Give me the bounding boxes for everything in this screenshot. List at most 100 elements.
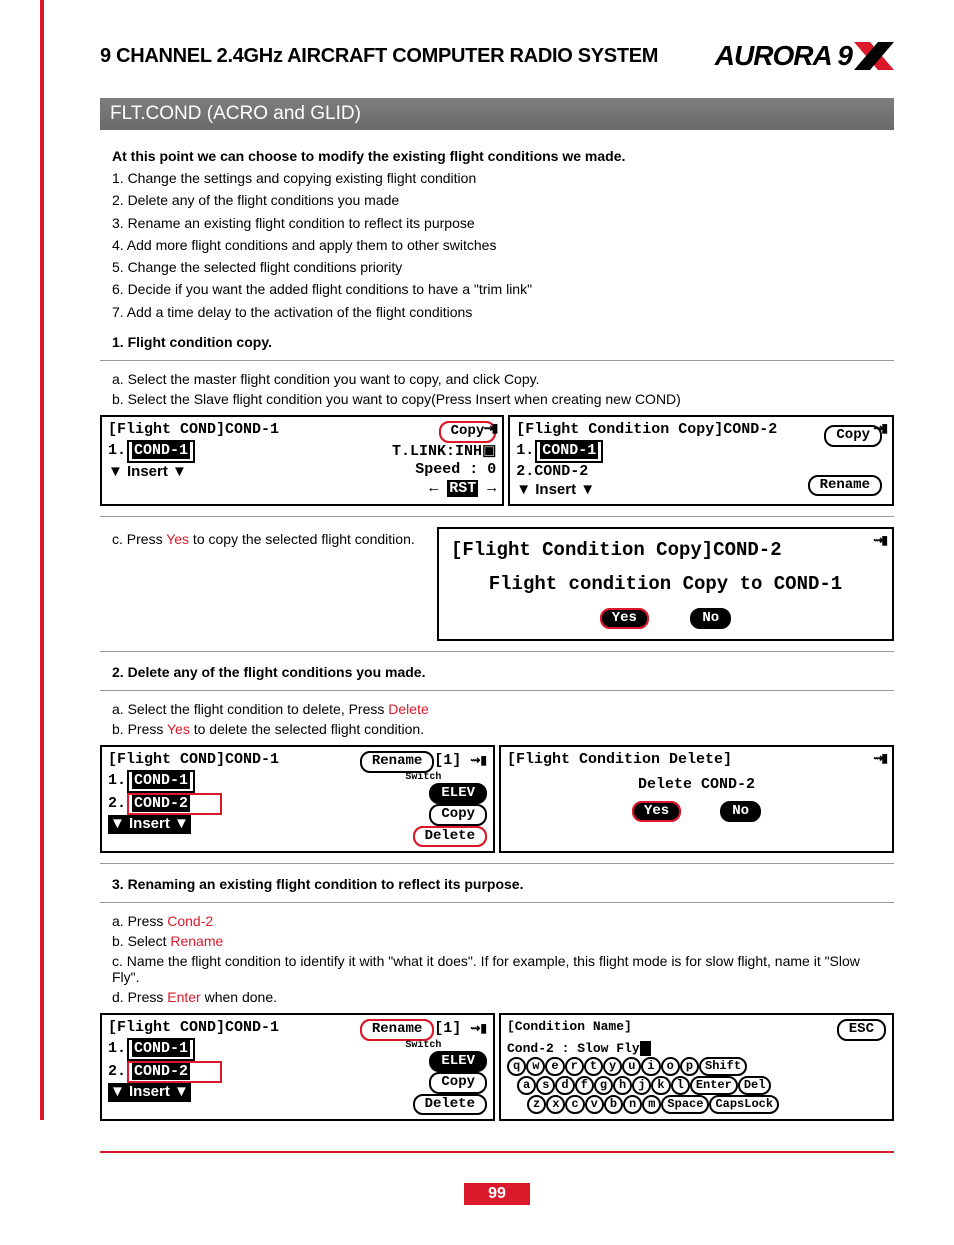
list-item: 7. Add a time delay to the activation of… [112,302,882,322]
keyboard-key[interactable]: q [507,1057,526,1076]
lcd-screen: ⇝▮ [Flight Condition Delete] Delete COND… [499,745,894,853]
keyboard-key[interactable]: b [604,1095,623,1114]
step2-b-red: Yes [167,721,190,737]
tlink-value: T.LINK:INH▣ [392,443,496,460]
rename-button[interactable]: Rename [360,1019,434,1041]
keyboard-key[interactable]: s [536,1076,555,1095]
step1-a: a. Select the master flight condition yo… [112,371,882,387]
brand-logo: AURORA 9 [715,40,894,72]
keyboard-key[interactable]: k [651,1076,670,1095]
keyboard-key[interactable]: g [594,1076,613,1095]
list-item: 2. Delete any of the flight conditions y… [112,190,882,210]
rst-row: ← RST → [429,480,496,497]
lcd-screen: [Flight COND]COND-1 1.COND-1 2.COND-2 ▼ … [100,1013,495,1121]
elev-button[interactable]: ELEV [429,783,487,805]
divider [100,360,894,361]
rename-button[interactable]: Rename [808,475,882,497]
cond-selected: COND-1 [535,440,603,463]
divider [100,863,894,864]
list-item: 1. Change the settings and copying exist… [112,168,882,188]
insert-row: ▼ Insert ▼ [108,815,191,834]
no-button[interactable]: No [690,608,731,630]
keyboard-key[interactable]: i [641,1057,660,1076]
step3-b-pre: b. Select [112,933,170,949]
back-icon: ⇝▮ [873,751,886,766]
keyboard-key[interactable]: y [603,1057,622,1076]
copy-button[interactable]: Copy [429,804,487,826]
page-number: 99 [464,1183,530,1205]
lcd-keyboard-screen: [Condition Name] ESC Cond-2 : Slow Fly q… [499,1013,894,1121]
step2-b-pre: b. Press [112,721,167,737]
keyboard-key-enter[interactable]: Enter [690,1076,738,1095]
yes-button[interactable]: Yes [632,801,681,823]
lcd-screen: ⇝▮ [Flight COND]COND-1 1.COND-1 ▼ Insert… [100,415,504,506]
step1-c-red: Yes [166,531,189,547]
lcd-title: [Flight Condition Copy]COND-2 [516,421,777,440]
keyboard-key[interactable]: h [613,1076,632,1095]
step2-b-post: to delete the selected flight condition. [190,721,424,737]
divider [100,516,894,517]
delete-button[interactable]: Delete [413,1094,487,1116]
keyboard-key[interactable]: r [565,1057,584,1076]
back-icon: ⇝▮ [484,421,497,436]
back-icon: ⇝▮ [873,421,886,436]
list-item: 4. Add more flight conditions and apply … [112,235,882,255]
step3-c: c. Name the flight condition to identify… [112,953,882,985]
keyboard-key[interactable]: x [546,1095,565,1114]
step2-a-red: Delete [388,701,428,717]
keyboard-key[interactable]: c [565,1095,584,1114]
insert-row: ▼ Insert ▼ [516,481,777,500]
cond-selected: COND-1 [127,440,195,463]
back-icon: ⇝▮ [470,754,487,768]
step3-a-red: Cond-2 [167,913,213,929]
back-icon: ⇝▮ [873,533,886,548]
keyboard-key[interactable]: u [622,1057,641,1076]
step2-a-pre: a. Select the flight condition to delete… [112,701,388,717]
divider [100,690,894,691]
switch-label: Switch [360,773,487,783]
keyboard-key-capslock[interactable]: CapsLock [709,1095,779,1114]
keyboard-key[interactable]: f [575,1076,594,1095]
keyboard-key[interactable]: t [584,1057,603,1076]
esc-button[interactable]: ESC [837,1019,886,1041]
footer-rule [100,1151,894,1153]
elev-button[interactable]: ELEV [429,1051,487,1073]
keyboard-key-del[interactable]: Del [738,1076,772,1095]
step3-b-red: Rename [170,933,223,949]
keyboard-key[interactable]: o [661,1057,680,1076]
keyboard-key[interactable]: n [623,1095,642,1114]
selected-cond: COND-2 [127,793,222,816]
keyboard-key[interactable]: p [680,1057,699,1076]
keyboard-key[interactable]: l [671,1076,690,1095]
keyboard-key[interactable]: d [555,1076,574,1095]
lcd-screen: [Flight COND]COND-1 1.COND-1 2.COND-2 ▼ … [100,745,495,853]
step3-heading: 3. Renaming an existing flight condition… [112,876,882,892]
copy-button[interactable]: Copy [429,1072,487,1094]
step1-b: b. Select the Slave flight condition you… [112,391,882,407]
delete-button[interactable]: Delete [413,826,487,848]
product-title: 9 CHANNEL 2.4GHz AIRCRAFT COMPUTER RADIO… [100,45,658,68]
keyboard-key-shift[interactable]: Shift [699,1057,747,1076]
keyboard-key[interactable]: m [642,1095,661,1114]
list-item: 5. Change the selected flight conditions… [112,257,882,277]
divider [100,902,894,903]
list-item: 6. Decide if you want the added flight c… [112,279,882,299]
keyboard-key[interactable]: v [585,1095,604,1114]
keyboard-key[interactable]: z [527,1095,546,1114]
list-item: 3. Rename an existing flight condition t… [112,213,882,233]
keyboard-key[interactable]: e [545,1057,564,1076]
delete-title: [Flight Condition Delete] [507,751,886,770]
rename-button[interactable]: Rename [360,751,434,773]
step3-a-pre: a. Press [112,913,167,929]
step3-d-red: Enter [167,989,200,1005]
step2-heading: 2. Delete any of the flight conditions y… [112,664,882,680]
no-button[interactable]: No [720,801,761,823]
insert-row: ▼ Insert ▼ [108,1083,191,1102]
keyboard-key[interactable]: w [526,1057,545,1076]
keyboard-key-space[interactable]: Space [661,1095,709,1114]
keyboard-key[interactable]: j [632,1076,651,1095]
step1-c-post: to copy the selected flight condition. [189,531,415,547]
yes-button[interactable]: Yes [600,608,649,630]
lcd-title: [Flight COND]COND-1 [108,1019,279,1038]
keyboard-key[interactable]: a [517,1076,536,1095]
